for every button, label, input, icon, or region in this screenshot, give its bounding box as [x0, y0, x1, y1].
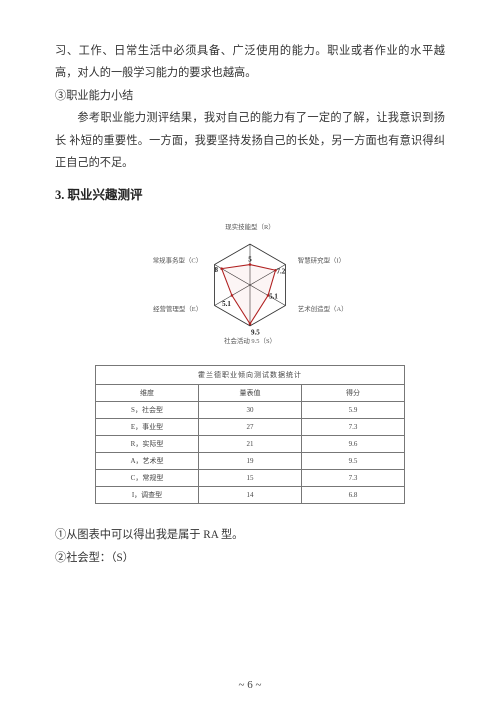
svg-text:8: 8 — [215, 266, 219, 274]
paragraph-4: ①从图表中可以得出我是属于 RA 型。 — [55, 524, 445, 546]
table-cell: S，社会型 — [96, 402, 199, 419]
table-header-cell: 得分 — [302, 385, 405, 402]
table-cell: C，常规型 — [96, 470, 199, 487]
svg-text:经营管理型（E）: 经营管理型（E） — [153, 304, 202, 313]
table-cell: 14 — [199, 487, 302, 504]
paragraph-1: 习、工作、日常生活中必须具备、广泛使用的能力。职业或者作业的水平越高，对人的一般… — [55, 40, 445, 85]
table-cell: A，艺术型 — [96, 453, 199, 470]
table-cell: 15 — [199, 470, 302, 487]
subsection-title-3: ③职业能力小结 — [55, 85, 445, 107]
table-cell: 5.9 — [302, 402, 405, 419]
table-cell: R，实际型 — [96, 436, 199, 453]
svg-text:5.1: 5.1 — [222, 301, 231, 309]
data-table: 霍兰德职业倾向测试数据统计维度量表值得分S，社会型305.9E，事业型277.3… — [95, 365, 405, 504]
paragraph-5: ②社会型：（S） — [55, 547, 445, 569]
page: 习、工作、日常生活中必须具备、广泛使用的能力。职业或者作业的水平越高，对人的一般… — [0, 0, 500, 707]
svg-text:5.1: 5.1 — [269, 293, 278, 301]
table-cell: 21 — [199, 436, 302, 453]
section-heading-3: 3. 职业兴趣测评 — [55, 184, 445, 203]
table-cell: I，调查型 — [96, 487, 199, 504]
data-table-container: 霍兰德职业倾向测试数据统计维度量表值得分S，社会型305.9E，事业型277.3… — [55, 365, 445, 504]
table-row: I，调查型146.8 — [96, 487, 405, 504]
svg-text:常规事务型（C）: 常规事务型（C） — [153, 256, 202, 265]
table-header-cell: 维度 — [96, 385, 199, 402]
svg-text:社会活动 9.5（S）: 社会活动 9.5（S） — [224, 337, 276, 346]
svg-text:5: 5 — [248, 256, 252, 264]
svg-text:7.2: 7.2 — [277, 268, 286, 276]
table-cell: 27 — [199, 419, 302, 436]
table-cell: 30 — [199, 402, 302, 419]
svg-text:艺术创造型（A）: 艺术创造型（A） — [298, 304, 348, 313]
table-cell: 7.3 — [302, 419, 405, 436]
svg-text:智慧研究型（I）: 智慧研究型（I） — [298, 256, 345, 265]
table-row: R，实际型219.6 — [96, 436, 405, 453]
table-cell: E，事业型 — [96, 419, 199, 436]
page-number: ~ 6 ~ — [0, 679, 500, 691]
radar-chart-container: 现实技能型（R） 智慧研究型（I） 艺术创造型（A） 社会活动 9.5（S） 经营管理型… — [55, 215, 445, 355]
table-cell: 7.3 — [302, 470, 405, 487]
table-header-cell: 量表值 — [199, 385, 302, 402]
table-row: A，艺术型199.5 — [96, 453, 405, 470]
table-row: C，常规型157.3 — [96, 470, 405, 487]
table-title: 霍兰德职业倾向测试数据统计 — [96, 366, 405, 385]
table-cell: 9.5 — [302, 453, 405, 470]
svg-text:现实技能型（R）: 现实技能型（R） — [225, 222, 274, 231]
table-row: E，事业型277.3 — [96, 419, 405, 436]
table-cell: 9.6 — [302, 436, 405, 453]
radar-chart: 现实技能型（R） 智慧研究型（I） 艺术创造型（A） 社会活动 9.5（S） 经营管理型… — [120, 215, 380, 355]
svg-text:9.5: 9.5 — [251, 329, 260, 337]
table-row: S，社会型305.9 — [96, 402, 405, 419]
table-cell: 19 — [199, 453, 302, 470]
table-cell: 6.8 — [302, 487, 405, 504]
paragraph-3: 参考职业能力测评结果，我对自己的能力有了一定的了解，让我意识到扬长 补短的重要性… — [55, 107, 445, 174]
